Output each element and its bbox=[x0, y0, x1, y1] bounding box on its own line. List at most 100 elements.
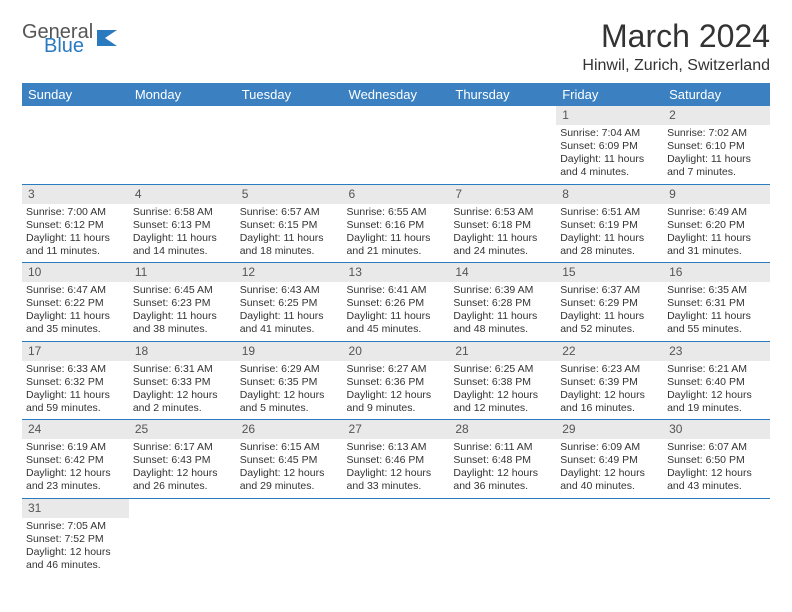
sunset-line: Sunset: 6:25 PM bbox=[240, 297, 339, 310]
day-cell bbox=[22, 125, 129, 184]
day-number: 15 bbox=[556, 263, 663, 283]
weekday-header: Friday bbox=[556, 83, 663, 106]
day-cell bbox=[343, 518, 450, 577]
sunrise-line: Sunrise: 6:29 AM bbox=[240, 363, 339, 376]
sunrise-line: Sunrise: 6:58 AM bbox=[133, 206, 232, 219]
daylight-line: Daylight: 11 hours and 11 minutes. bbox=[26, 232, 125, 258]
daylight-line: Daylight: 11 hours and 48 minutes. bbox=[453, 310, 552, 336]
sunrise-line: Sunrise: 6:25 AM bbox=[453, 363, 552, 376]
day-number: 26 bbox=[236, 420, 343, 440]
daylight-line: Daylight: 11 hours and 31 minutes. bbox=[667, 232, 766, 258]
day-number-row: 24252627282930 bbox=[22, 420, 770, 440]
day-number: 31 bbox=[22, 498, 129, 518]
day-number bbox=[236, 498, 343, 518]
day-number: 5 bbox=[236, 184, 343, 204]
sunset-line: Sunset: 6:13 PM bbox=[133, 219, 232, 232]
day-number-row: 17181920212223 bbox=[22, 341, 770, 361]
daylight-line: Daylight: 12 hours and 33 minutes. bbox=[347, 467, 446, 493]
daylight-line: Daylight: 12 hours and 2 minutes. bbox=[133, 389, 232, 415]
day-number: 9 bbox=[663, 184, 770, 204]
sunrise-line: Sunrise: 6:13 AM bbox=[347, 441, 446, 454]
sunrise-line: Sunrise: 6:27 AM bbox=[347, 363, 446, 376]
day-cell: Sunrise: 6:45 AMSunset: 6:23 PMDaylight:… bbox=[129, 282, 236, 341]
weekday-header: Saturday bbox=[663, 83, 770, 106]
day-number-row: 12 bbox=[22, 106, 770, 125]
day-cell: Sunrise: 6:07 AMSunset: 6:50 PMDaylight:… bbox=[663, 439, 770, 498]
sunrise-line: Sunrise: 6:21 AM bbox=[667, 363, 766, 376]
daylight-line: Daylight: 12 hours and 26 minutes. bbox=[133, 467, 232, 493]
sunrise-line: Sunrise: 7:00 AM bbox=[26, 206, 125, 219]
daylight-line: Daylight: 11 hours and 28 minutes. bbox=[560, 232, 659, 258]
sunset-line: Sunset: 6:32 PM bbox=[26, 376, 125, 389]
sunset-line: Sunset: 6:36 PM bbox=[347, 376, 446, 389]
sunset-line: Sunset: 7:52 PM bbox=[26, 533, 125, 546]
sunrise-line: Sunrise: 6:35 AM bbox=[667, 284, 766, 297]
day-content-row: Sunrise: 7:00 AMSunset: 6:12 PMDaylight:… bbox=[22, 204, 770, 263]
sunrise-line: Sunrise: 6:57 AM bbox=[240, 206, 339, 219]
logo-text-blue: Blue bbox=[44, 36, 93, 56]
sunrise-line: Sunrise: 6:55 AM bbox=[347, 206, 446, 219]
sunset-line: Sunset: 6:43 PM bbox=[133, 454, 232, 467]
daylight-line: Daylight: 11 hours and 55 minutes. bbox=[667, 310, 766, 336]
sunset-line: Sunset: 6:49 PM bbox=[560, 454, 659, 467]
header: General Blue March 2024 Hinwil, Zurich, … bbox=[22, 18, 770, 75]
sunset-line: Sunset: 6:42 PM bbox=[26, 454, 125, 467]
day-number bbox=[343, 498, 450, 518]
sunset-line: Sunset: 6:19 PM bbox=[560, 219, 659, 232]
day-number-row: 3456789 bbox=[22, 184, 770, 204]
sunrise-line: Sunrise: 6:17 AM bbox=[133, 441, 232, 454]
day-number bbox=[343, 106, 450, 125]
weekday-header: Sunday bbox=[22, 83, 129, 106]
page-title: March 2024 bbox=[582, 18, 770, 55]
daylight-line: Daylight: 12 hours and 40 minutes. bbox=[560, 467, 659, 493]
daylight-line: Daylight: 11 hours and 52 minutes. bbox=[560, 310, 659, 336]
day-cell: Sunrise: 6:23 AMSunset: 6:39 PMDaylight:… bbox=[556, 361, 663, 420]
sunrise-line: Sunrise: 6:39 AM bbox=[453, 284, 552, 297]
day-cell: Sunrise: 6:15 AMSunset: 6:45 PMDaylight:… bbox=[236, 439, 343, 498]
sunset-line: Sunset: 6:26 PM bbox=[347, 297, 446, 310]
day-content-row: Sunrise: 6:33 AMSunset: 6:32 PMDaylight:… bbox=[22, 361, 770, 420]
day-number: 7 bbox=[449, 184, 556, 204]
sunset-line: Sunset: 6:09 PM bbox=[560, 140, 659, 153]
sunrise-line: Sunrise: 6:23 AM bbox=[560, 363, 659, 376]
sunrise-line: Sunrise: 6:41 AM bbox=[347, 284, 446, 297]
day-number: 11 bbox=[129, 263, 236, 283]
sunset-line: Sunset: 6:16 PM bbox=[347, 219, 446, 232]
day-number: 22 bbox=[556, 341, 663, 361]
sunrise-line: Sunrise: 6:07 AM bbox=[667, 441, 766, 454]
day-number bbox=[22, 106, 129, 125]
day-number: 14 bbox=[449, 263, 556, 283]
sunset-line: Sunset: 6:50 PM bbox=[667, 454, 766, 467]
day-cell bbox=[129, 125, 236, 184]
sunset-line: Sunset: 6:33 PM bbox=[133, 376, 232, 389]
day-number: 19 bbox=[236, 341, 343, 361]
day-cell bbox=[556, 518, 663, 577]
sunset-line: Sunset: 6:48 PM bbox=[453, 454, 552, 467]
sunset-line: Sunset: 6:22 PM bbox=[26, 297, 125, 310]
daylight-line: Daylight: 11 hours and 38 minutes. bbox=[133, 310, 232, 336]
day-number bbox=[449, 106, 556, 125]
sunrise-line: Sunrise: 6:51 AM bbox=[560, 206, 659, 219]
day-number bbox=[129, 498, 236, 518]
sunrise-line: Sunrise: 7:04 AM bbox=[560, 127, 659, 140]
sunset-line: Sunset: 6:29 PM bbox=[560, 297, 659, 310]
daylight-line: Daylight: 11 hours and 4 minutes. bbox=[560, 153, 659, 179]
day-cell: Sunrise: 6:13 AMSunset: 6:46 PMDaylight:… bbox=[343, 439, 450, 498]
day-cell: Sunrise: 6:51 AMSunset: 6:19 PMDaylight:… bbox=[556, 204, 663, 263]
day-number: 12 bbox=[236, 263, 343, 283]
day-cell: Sunrise: 6:49 AMSunset: 6:20 PMDaylight:… bbox=[663, 204, 770, 263]
day-number: 17 bbox=[22, 341, 129, 361]
daylight-line: Daylight: 12 hours and 23 minutes. bbox=[26, 467, 125, 493]
day-cell: Sunrise: 6:19 AMSunset: 6:42 PMDaylight:… bbox=[22, 439, 129, 498]
day-number: 30 bbox=[663, 420, 770, 440]
sunset-line: Sunset: 6:15 PM bbox=[240, 219, 339, 232]
day-cell: Sunrise: 7:02 AMSunset: 6:10 PMDaylight:… bbox=[663, 125, 770, 184]
day-cell: Sunrise: 6:09 AMSunset: 6:49 PMDaylight:… bbox=[556, 439, 663, 498]
sunrise-line: Sunrise: 6:15 AM bbox=[240, 441, 339, 454]
day-cell: Sunrise: 7:05 AMSunset: 7:52 PMDaylight:… bbox=[22, 518, 129, 577]
day-cell: Sunrise: 6:29 AMSunset: 6:35 PMDaylight:… bbox=[236, 361, 343, 420]
sunrise-line: Sunrise: 7:02 AM bbox=[667, 127, 766, 140]
sunrise-line: Sunrise: 6:53 AM bbox=[453, 206, 552, 219]
sunset-line: Sunset: 6:18 PM bbox=[453, 219, 552, 232]
day-cell bbox=[343, 125, 450, 184]
